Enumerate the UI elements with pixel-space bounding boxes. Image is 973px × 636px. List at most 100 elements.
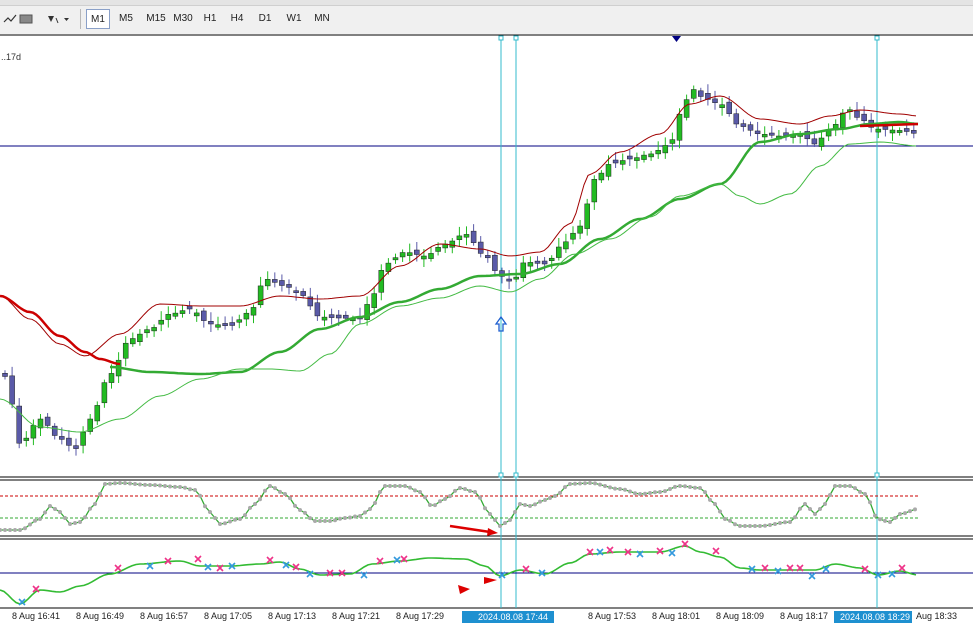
timeframe-h1-button[interactable]: H1 (203, 13, 217, 24)
oscillator-1-point (738, 524, 742, 528)
oscillator-1-point (818, 507, 822, 511)
oscillator-1-point (143, 482, 147, 487)
oscillator-1-point (368, 507, 372, 511)
oscillator-1-point (583, 481, 587, 486)
line-chart-icon[interactable] (2, 9, 18, 29)
oscillator-1-point (868, 500, 872, 505)
oscillator-1-point (848, 484, 852, 488)
oscillator-1-point (248, 505, 252, 510)
oscillator-1-point (353, 514, 357, 519)
oscillator-1-point (548, 496, 552, 500)
signal-arrow-head (487, 528, 498, 536)
bear-candle (229, 322, 235, 326)
chart-window[interactable]: ..17d 8 Aug 16:41 8 Aug 16:49 8 Aug 16:57 8 … (0, 34, 973, 631)
time-axis-label: 8 Aug 18:17 (780, 611, 828, 621)
oscillator-1-point (218, 522, 222, 526)
oscillator-2-cross-mark (748, 565, 756, 573)
oscillator-1-point (563, 485, 567, 490)
oscillator-1-point (608, 485, 612, 490)
bear-candle (811, 138, 818, 145)
oscillator-1-point (683, 484, 687, 489)
oscillator-1-point (648, 491, 652, 495)
oscillator-1-point (113, 481, 117, 486)
oscillator-1-point (713, 502, 717, 506)
oscillator-1-point (178, 485, 182, 489)
bull-candle (719, 104, 725, 108)
oscillator-1-point (653, 490, 657, 495)
bull-candle (840, 112, 846, 128)
oscillator-1-point (518, 502, 522, 506)
oscillator-2-cross-mark (668, 549, 676, 557)
oscillator-2-cross-mark (216, 564, 224, 572)
bull-candle (584, 203, 590, 229)
vertical-line-handle (498, 472, 504, 478)
bear-candle (2, 373, 8, 377)
oscillator-1-point (773, 522, 777, 526)
bear-candle (201, 310, 207, 321)
oscillator-1-point (298, 508, 302, 512)
bear-candle (286, 284, 292, 288)
oscillator-2-cross-mark (393, 556, 401, 564)
bull-candle (236, 319, 243, 323)
timeframe-mn-button[interactable]: MN (314, 13, 330, 24)
objects-dropdown-icon[interactable] (44, 9, 72, 29)
oscillator-1-point (208, 510, 212, 514)
bear-candle (9, 375, 15, 405)
bull-candle (250, 307, 257, 316)
oscillator-1-point (598, 482, 602, 487)
oscillator-1-point (168, 484, 172, 489)
oscillator-1-point (18, 528, 22, 532)
oscillator-1-point (173, 484, 177, 489)
template-icon[interactable] (18, 9, 34, 29)
top-marker-triangle (672, 36, 681, 42)
bull-candle (37, 418, 44, 429)
ma-thin-green-line (0, 141, 917, 433)
oscillator-2-cross-mark (360, 571, 368, 579)
vertical-line-handle (498, 35, 504, 41)
oscillator-1-point (723, 517, 727, 521)
oscillator-1-point (338, 516, 342, 521)
timeframe-m1-button[interactable]: M1 (86, 9, 110, 29)
bear-candle (208, 321, 214, 325)
timeframe-w1-button[interactable]: W1 (286, 13, 302, 24)
oscillator-1-point (498, 524, 502, 528)
bull-candle (641, 154, 647, 160)
chart-canvas[interactable]: ..17d 8 Aug 16:41 8 Aug 16:49 8 Aug 16:57 8 … (0, 34, 973, 631)
oscillator-1-point (33, 518, 37, 523)
oscillator-1-point (223, 521, 227, 526)
oscillator-1-point (693, 485, 697, 490)
oscillator-1-point (768, 523, 772, 527)
oscillator-2-cross-mark (306, 570, 314, 578)
oscillator-1-point (23, 526, 27, 531)
vertical-line-handle (513, 35, 519, 41)
oscillator-2-cross-mark (522, 565, 530, 573)
bear-candle (492, 254, 498, 271)
bear-candle (300, 291, 306, 296)
oscillator-2-cross-mark (874, 571, 882, 579)
timeframe-m5-button[interactable]: M5 (119, 13, 133, 24)
oscillator-1-point (823, 502, 827, 506)
bull-candle (23, 437, 30, 441)
timeframe-h4-button[interactable]: H4 (230, 13, 244, 24)
oscillator-1-point (473, 490, 477, 494)
oscillator-2-cross-mark (808, 572, 816, 580)
bear-candle (854, 110, 860, 118)
bear-candle (485, 255, 491, 259)
buy-arrow-icon (494, 315, 508, 332)
bear-candle (279, 280, 285, 286)
oscillator-1-point (668, 487, 672, 491)
oscillator-2-cross-mark (796, 564, 804, 572)
toolbar: M1 M5 M15 M30 H1 H4 D1 W1 MN (0, 0, 973, 35)
crosshair-date-label: 2024.08.08 18:29 (840, 612, 910, 622)
oscillator-1-point (613, 486, 617, 491)
oscillator-1-point (63, 516, 67, 520)
oscillator-1-point (83, 515, 87, 520)
bear-candle (804, 131, 811, 140)
oscillator-1-point (48, 504, 52, 508)
bear-candle (59, 436, 65, 440)
oscillator-1-point (288, 496, 292, 501)
timeframe-m15-button[interactable]: M15 (146, 13, 166, 24)
timeframe-d1-button[interactable]: D1 (258, 13, 272, 24)
timeframe-m30-button[interactable]: M30 (173, 13, 193, 24)
oscillator-2-cross-mark (888, 570, 896, 578)
